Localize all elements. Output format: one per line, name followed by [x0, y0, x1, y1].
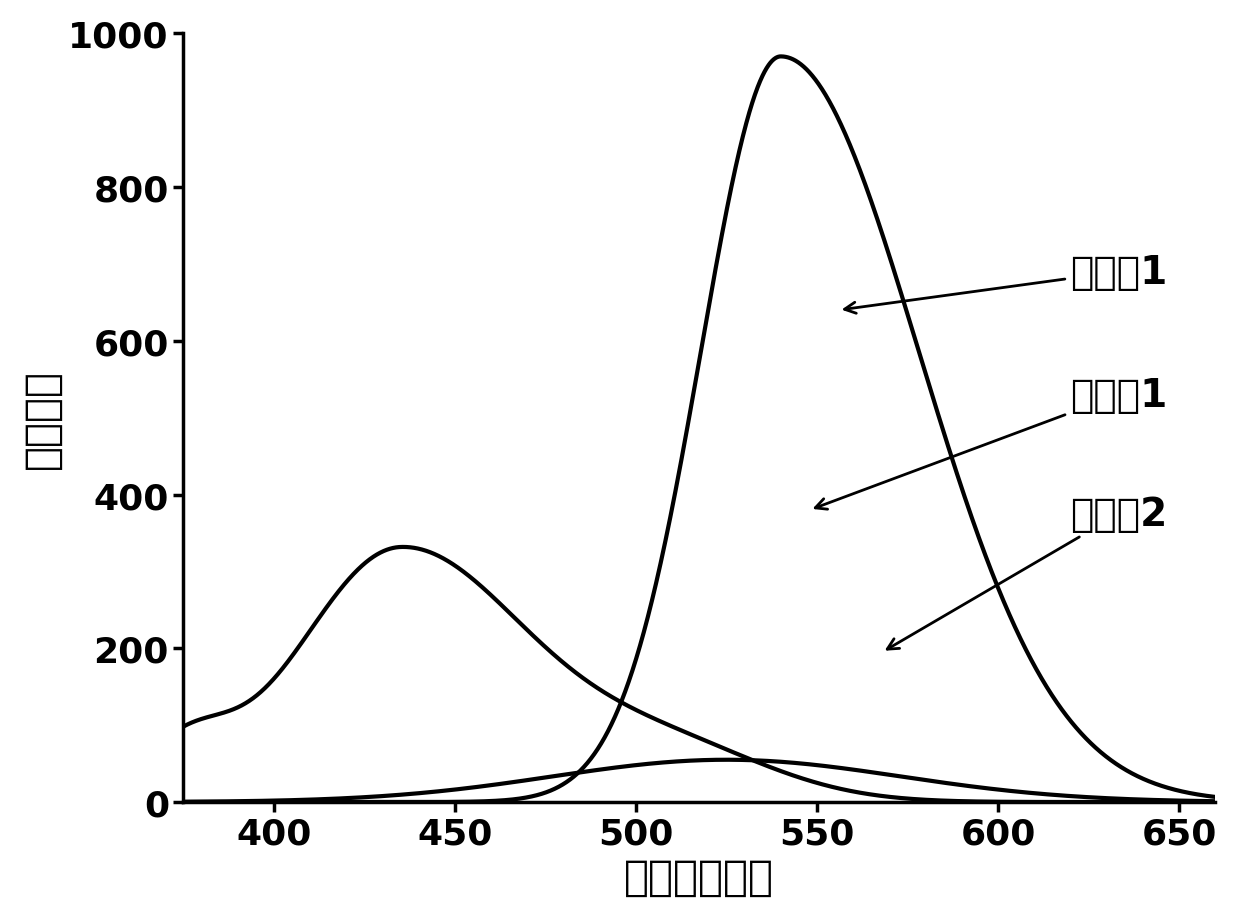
- X-axis label: 波长（纳米）: 波长（纳米）: [624, 857, 774, 898]
- Y-axis label: 荧光强度: 荧光强度: [21, 369, 63, 468]
- Text: 实施例1: 实施例1: [844, 254, 1168, 314]
- Text: 对比例2: 对比例2: [888, 495, 1168, 650]
- Text: 对比例1: 对比例1: [815, 376, 1168, 510]
